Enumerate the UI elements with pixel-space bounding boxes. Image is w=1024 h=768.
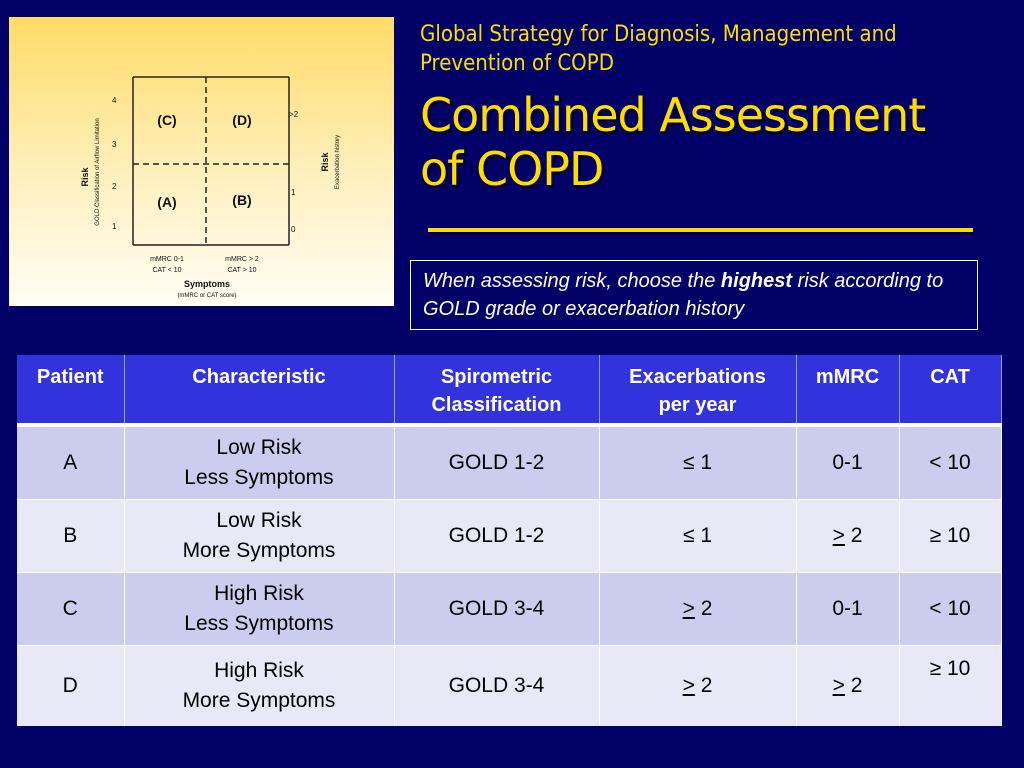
cell-mmrc: > 2 [796, 499, 900, 573]
x-right-label-1: mMRC > 2 [225, 256, 259, 263]
exacerbation-symbol: > [682, 674, 695, 697]
cell-exacerbations: ≤ 1 [599, 424, 797, 500]
assessment-table: Patient Characteristic Spirometric Classi… [17, 355, 1002, 726]
header-cat: CAT [899, 355, 1002, 427]
x-left-label-2: CAT < 10 [152, 267, 181, 274]
characteristic-risk: High Risk [214, 659, 304, 682]
cell-spirometric: GOLD 1-2 [394, 424, 600, 500]
characteristic-symptoms: More Symptoms [182, 539, 336, 562]
cell-mmrc: 0-1 [796, 424, 900, 500]
subtitle-line-1: Global Strategy for Diagnosis, Managemen… [420, 22, 897, 47]
note-text-after: risk according to GOLD grade or exacerba… [423, 270, 944, 320]
subtitle-line-2: Prevention of COPD [420, 51, 614, 76]
cell-spirometric: GOLD 1-2 [394, 499, 600, 573]
note-text-before: When assessing risk, choose the [423, 270, 721, 292]
x-axis-subtitle: (mMRC or CAT score) [177, 293, 236, 299]
quadrant-b-label: (B) [232, 192, 251, 208]
note-emphasis: highest [720, 270, 793, 292]
left-axis-subtitle: GOLD Classification of Airflow Limitatio… [95, 118, 101, 225]
x-axis-title: Symptoms [184, 279, 230, 289]
slide-title: Combined Assessment of COPD [420, 88, 1010, 196]
characteristic-risk: Low Risk [216, 436, 302, 459]
header-characteristic: Characteristic [124, 355, 395, 427]
characteristic-risk: Low Risk [216, 509, 302, 532]
exacerbation-number: 2 [694, 674, 713, 697]
right-axis-title: Risk [320, 152, 330, 172]
x-right-label-2: CAT > 10 [227, 267, 256, 274]
cell-characteristic: High Risk More Symptoms [124, 645, 395, 726]
table-header-row: Patient Characteristic Spirometric Classi… [17, 355, 1002, 427]
assessment-grid-diagram: (C) (D) (A) (B) 4 3 2 1 >2 1 0 Risk GOLD… [80, 76, 341, 299]
exacerbation-number: 2 [694, 597, 713, 620]
cell-exacerbations: ≤ 1 [599, 499, 797, 573]
header-spirometric-line1: Spirometric [440, 366, 553, 388]
characteristic-symptoms: Less Symptoms [184, 466, 334, 489]
cell-exacerbations: > 2 [599, 645, 797, 726]
header-exacerbations-line1: Exacerbations [629, 366, 766, 388]
cell-cat: ≥ 10 [899, 499, 1002, 573]
left-tick-1: 1 [112, 222, 117, 231]
table-row: D High Risk More Symptoms GOLD 3-4 > 2 > … [17, 645, 1002, 726]
left-tick-2: 2 [112, 182, 117, 191]
characteristic-symptoms: More Symptoms [182, 689, 336, 712]
cell-characteristic: Low Risk Less Symptoms [124, 424, 395, 500]
cell-spirometric: GOLD 3-4 [394, 645, 600, 726]
characteristic-symptoms: Less Symptoms [184, 612, 334, 635]
table-row: A Low Risk Less Symptoms GOLD 1-2 ≤ 1 0-1… [17, 424, 1002, 500]
exacerbation-symbol: > [682, 597, 695, 620]
cell-mmrc: 0-1 [796, 572, 900, 646]
title-line-1: Combined Assessment [420, 88, 926, 142]
right-tick-ge2: >2 [289, 110, 299, 119]
header-spirometric-line2: Classification [431, 394, 562, 416]
header-exacerbations-line2: per year [658, 394, 737, 416]
right-axis-subtitle: Exacerbation history [335, 135, 341, 189]
header-spirometric: Spirometric Classification [394, 355, 600, 427]
slide-subtitle: Global Strategy for Diagnosis, Managemen… [420, 20, 1010, 78]
cell-cat: < 10 [899, 572, 1002, 646]
cell-cat: ≥ 10 [899, 645, 1002, 726]
risk-note-box: When assessing risk, choose the highest … [410, 260, 978, 330]
characteristic-risk: High Risk [214, 582, 304, 605]
cell-patient: A [17, 424, 125, 500]
header-patient: Patient [17, 355, 125, 427]
title-underline [428, 228, 973, 232]
cell-patient: D [17, 645, 125, 726]
mmrc-number: 2 [844, 524, 863, 547]
cell-characteristic: High Risk Less Symptoms [124, 572, 395, 646]
cell-characteristic: Low Risk More Symptoms [124, 499, 395, 573]
cell-exacerbations: > 2 [599, 572, 797, 646]
x-left-label-1: mMRC 0-1 [150, 256, 184, 263]
mmrc-number: 2 [844, 674, 863, 697]
cell-patient: B [17, 499, 125, 573]
table-row: C High Risk Less Symptoms GOLD 3-4 > 2 0-… [17, 572, 1002, 646]
copd-assessment-figure: (C) (D) (A) (B) 4 3 2 1 >2 1 0 Risk GOLD… [9, 17, 394, 306]
header-exacerbations: Exacerbations per year [599, 355, 797, 427]
right-tick-1: 1 [291, 188, 296, 197]
quadrant-a-label: (A) [157, 194, 176, 210]
title-line-2: of COPD [420, 142, 604, 196]
quadrant-d-label: (D) [232, 112, 251, 128]
table-row: B Low Risk More Symptoms GOLD 1-2 ≤ 1 > 2… [17, 499, 1002, 573]
mmrc-symbol: > [832, 674, 845, 697]
cell-mmrc: > 2 [796, 645, 900, 726]
left-axis-title: Risk [80, 167, 90, 187]
left-tick-4: 4 [112, 96, 117, 105]
header-mmrc: mMRC [796, 355, 900, 427]
cell-spirometric: GOLD 3-4 [394, 572, 600, 646]
left-tick-3: 3 [112, 140, 117, 149]
quadrant-c-label: (C) [157, 112, 176, 128]
cell-patient: C [17, 572, 125, 646]
right-tick-0: 0 [291, 225, 296, 234]
cell-cat: < 10 [899, 424, 1002, 500]
mmrc-symbol: > [832, 524, 845, 547]
